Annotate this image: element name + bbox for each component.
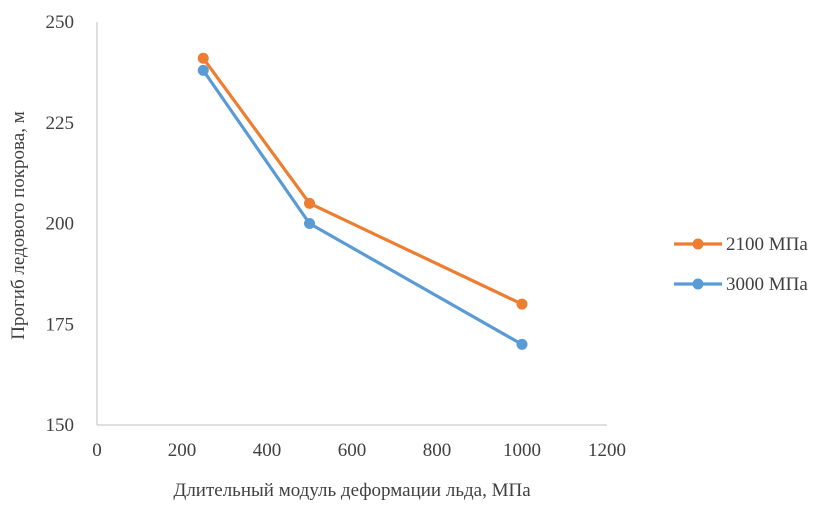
legend-swatch-marker bbox=[692, 278, 704, 290]
y-axis-title: Прогиб ледового покрова, м bbox=[8, 111, 29, 339]
x-tick-label: 800 bbox=[423, 440, 452, 461]
data-point bbox=[516, 338, 528, 350]
legend: 2100 МПа 3000 МПа bbox=[674, 234, 808, 295]
x-tick-label: 0 bbox=[92, 440, 102, 461]
y-tick-label: 150 bbox=[46, 415, 75, 436]
x-tick-label: 200 bbox=[168, 440, 197, 461]
y-tick-label: 175 bbox=[46, 314, 75, 335]
data-point bbox=[197, 52, 209, 64]
y-tick-label: 250 bbox=[46, 12, 75, 33]
x-tick-label: 600 bbox=[338, 440, 367, 461]
legend-item: 2100 МПа bbox=[674, 234, 808, 255]
x-tick-label: 400 bbox=[253, 440, 282, 461]
data-point bbox=[197, 64, 209, 76]
y-tick-label: 200 bbox=[46, 214, 75, 235]
axes: 0 200 400 600 800 1000 1200 150 175 200 225 250 bbox=[46, 12, 627, 461]
data-point bbox=[304, 218, 315, 229]
series-layer bbox=[197, 52, 528, 350]
series-line bbox=[201, 68, 524, 346]
data-point bbox=[516, 298, 528, 310]
series-1 bbox=[197, 52, 528, 310]
x-axis-title: Длительный модуль деформации льда, МПа bbox=[173, 480, 531, 501]
series-2 bbox=[197, 64, 528, 350]
x-tick-label: 1200 bbox=[588, 440, 626, 461]
series-line bbox=[201, 56, 524, 306]
legend-label: 2100 МПа bbox=[726, 234, 808, 255]
legend-label: 3000 МПа bbox=[726, 274, 808, 295]
x-tick-label: 1000 bbox=[503, 440, 541, 461]
data-point bbox=[304, 197, 315, 209]
legend-item: 3000 МПа bbox=[674, 274, 808, 295]
legend-swatch-marker bbox=[692, 238, 704, 250]
y-tick-label: 225 bbox=[46, 113, 75, 134]
